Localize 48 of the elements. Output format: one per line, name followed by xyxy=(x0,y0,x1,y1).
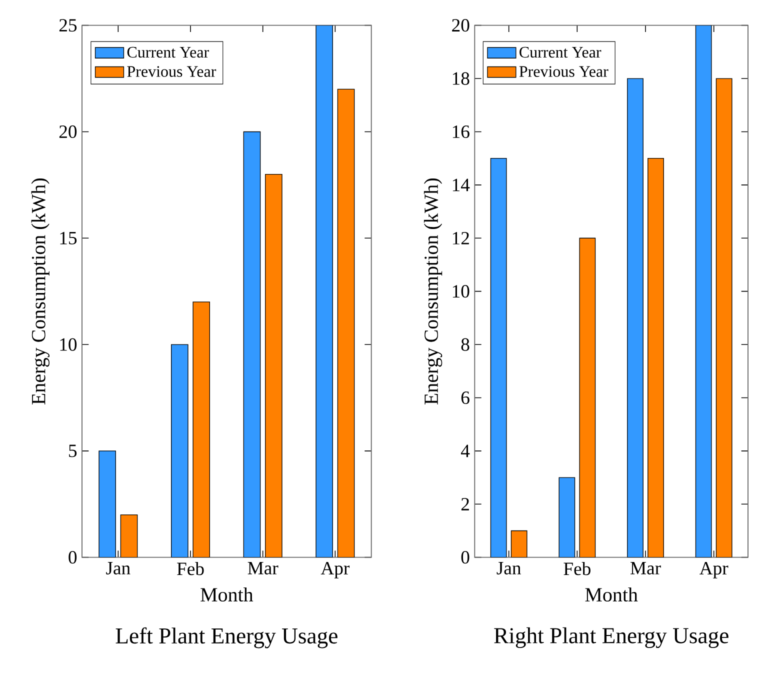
y-tick-label: 15 xyxy=(60,232,77,244)
y-tick-label: 18 xyxy=(452,72,470,85)
y-tick-label: 14 xyxy=(452,178,470,192)
bar xyxy=(716,78,732,558)
y-tick-label: 0 xyxy=(68,551,77,564)
y-tick-label: 4 xyxy=(460,444,470,458)
bar xyxy=(337,88,355,558)
x-axis-title: Month xyxy=(585,588,638,602)
x-tick-label: Apr xyxy=(700,562,728,578)
bar xyxy=(558,477,576,558)
bar xyxy=(510,530,528,558)
x-tick-label: Feb xyxy=(177,562,204,576)
bar xyxy=(579,238,596,558)
y-tick-label: 6 xyxy=(461,391,470,404)
bar xyxy=(98,450,116,558)
y-axis-title: Energy Consumption (kWh) xyxy=(31,178,50,404)
legend-label: Previous Year xyxy=(519,66,608,77)
x-axis-title: Month xyxy=(200,588,254,602)
y-axis-title: Energy Consumption (kWh) xyxy=(424,178,442,404)
y-tick-label: 8 xyxy=(461,338,470,351)
bar xyxy=(648,158,664,558)
y-tick-label: 0 xyxy=(461,551,470,564)
text: Left Plant Energy Usage xyxy=(116,627,338,648)
bar xyxy=(316,25,333,558)
y-tick-label: 12 xyxy=(452,232,469,244)
y-tick-label: 20 xyxy=(59,125,77,138)
bar xyxy=(192,302,210,558)
x-tick-label: Apr xyxy=(320,562,350,578)
y-tick-label: 20 xyxy=(452,19,470,32)
text: Right Plant Energy Usage xyxy=(494,627,728,648)
bar xyxy=(120,514,138,558)
legend-label: Current Year xyxy=(520,46,602,58)
y-tick-label: 10 xyxy=(60,338,77,351)
y-tick-label: 25 xyxy=(59,19,77,32)
legend-label: Previous Year xyxy=(127,66,216,77)
legend-label: Current Year xyxy=(127,46,209,58)
bar xyxy=(695,25,712,558)
x-tick-label: Jan xyxy=(106,562,130,574)
x-tick-label: Feb xyxy=(564,562,590,576)
bar xyxy=(243,131,261,558)
y-tick-label: 5 xyxy=(69,444,77,458)
y-tick-label: 2 xyxy=(461,498,469,510)
y-tick-label: 16 xyxy=(452,125,470,138)
x-tick-label: Mar xyxy=(630,562,661,574)
x-tick-label: Jan xyxy=(496,562,521,574)
y-tick-label: 10 xyxy=(452,285,470,298)
x-tick-label: Mar xyxy=(248,562,278,574)
bar xyxy=(265,174,282,558)
